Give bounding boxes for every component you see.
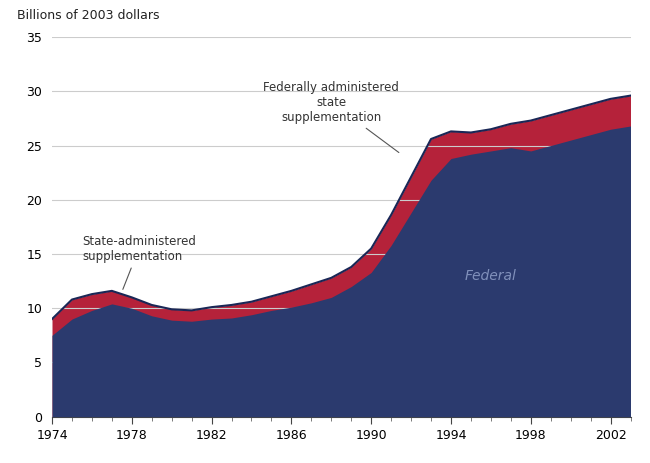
Text: Federal: Federal bbox=[465, 269, 517, 283]
Text: Federally administered
state
supplementation: Federally administered state supplementa… bbox=[263, 81, 399, 152]
Text: State-administered
supplementation: State-administered supplementation bbox=[82, 235, 196, 289]
Text: Billions of 2003 dollars: Billions of 2003 dollars bbox=[18, 9, 160, 22]
